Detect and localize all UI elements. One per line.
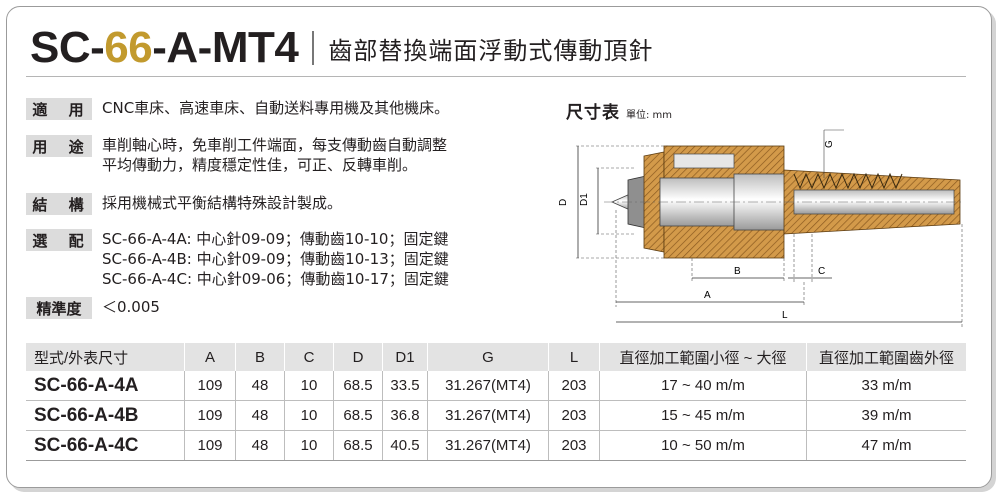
model-accent: 66 (104, 23, 153, 72)
dim-label-b: B (734, 266, 741, 277)
spec-text: SC-66-A-4A: 中心針09-09；傳動齒10-10；固定鍵 SC-66-… (102, 230, 449, 288)
column-header: D1 (382, 343, 428, 371)
unit-label: 單位: mm (626, 110, 673, 121)
tool-dimension-drawing: D D1 G B C A L (558, 129, 964, 328)
spec-structure: 結 構 採用機械式平衡結構特殊設計製成。 (26, 193, 342, 215)
title-rule (26, 76, 966, 77)
column-header: 型式/外表尺寸 (26, 343, 185, 371)
model-title: SC-66-A-MT4 (30, 23, 299, 72)
dim-label-a: A (704, 290, 711, 301)
spec-text: CNC車床、高速車床、自動送料專用機及其他機床。 (102, 99, 450, 117)
column-header: L (548, 343, 600, 371)
dimension-title: 尺寸表 單位: mm (566, 103, 673, 123)
dim-label-g: G (824, 140, 835, 148)
spec-options: 選 配 SC-66-A-4A: 中心針09-09；傳動齒10-10；固定鍵 SC… (26, 229, 449, 289)
spec-text: 車削軸心時，免車削工件端面，每支傳動齒自動調整 平均傳動力，精度穩定性佳，可正、… (102, 136, 448, 174)
product-subtitle: 齒部替換端面浮動式傳動頂針 (328, 36, 654, 65)
title-row: SC-66-A-MT4 齒部替換端面浮動式傳動頂針 (30, 22, 653, 74)
dim-label-d: D (558, 199, 569, 206)
table-header-row: 型式/外表尺寸 A B C D D1 G L 直徑加工範圍小徑 ~ 大徑 直徑加… (26, 343, 966, 371)
table-row: SC-66-A-4A 109 48 10 68.5 33.5 31.267(MT… (26, 371, 966, 401)
spec-text: 採用機械式平衡結構特殊設計製成。 (102, 194, 343, 212)
spec-text: ＜0.005 (102, 298, 160, 316)
spec-label: 選 配 (26, 229, 92, 251)
spec-label: 結 構 (26, 193, 92, 215)
column-header: 直徑加工範圍小徑 ~ 大徑 (599, 343, 807, 371)
dim-label-c: C (818, 266, 825, 277)
title-divider (312, 31, 315, 65)
table-row: SC-66-A-4B 109 48 10 68.5 36.8 31.267(MT… (26, 400, 966, 431)
model-suffix: -A-MT4 (152, 23, 299, 72)
spec-application: 適 用 CNC車床、高速車床、自動送料專用機及其他機床。 (26, 98, 449, 120)
dim-label-d1: D1 (579, 193, 590, 206)
column-header: 直徑加工範圍齒外徑 (806, 343, 966, 371)
column-header: A (184, 343, 236, 371)
spec-label: 用 途 (26, 135, 92, 157)
spec-label: 精準度 (26, 297, 92, 319)
model-prefix: SC- (30, 23, 105, 72)
column-header: B (235, 343, 285, 371)
spec-label: 適 用 (26, 98, 92, 120)
dim-label-l: L (782, 310, 788, 321)
column-header: C (284, 343, 334, 371)
spec-table: 型式/外表尺寸 A B C D D1 G L 直徑加工範圍小徑 ~ 大徑 直徑加… (26, 343, 966, 461)
table-row: SC-66-A-4C 109 48 10 68.5 40.5 31.267(MT… (26, 430, 966, 461)
column-header: D (333, 343, 383, 371)
column-header: G (427, 343, 549, 371)
spec-purpose: 用 途 車削軸心時，免車削工件端面，每支傳動齒自動調整 平均傳動力，精度穩定性佳… (26, 135, 447, 175)
spec-precision: 精準度 ＜0.005 (26, 297, 160, 319)
